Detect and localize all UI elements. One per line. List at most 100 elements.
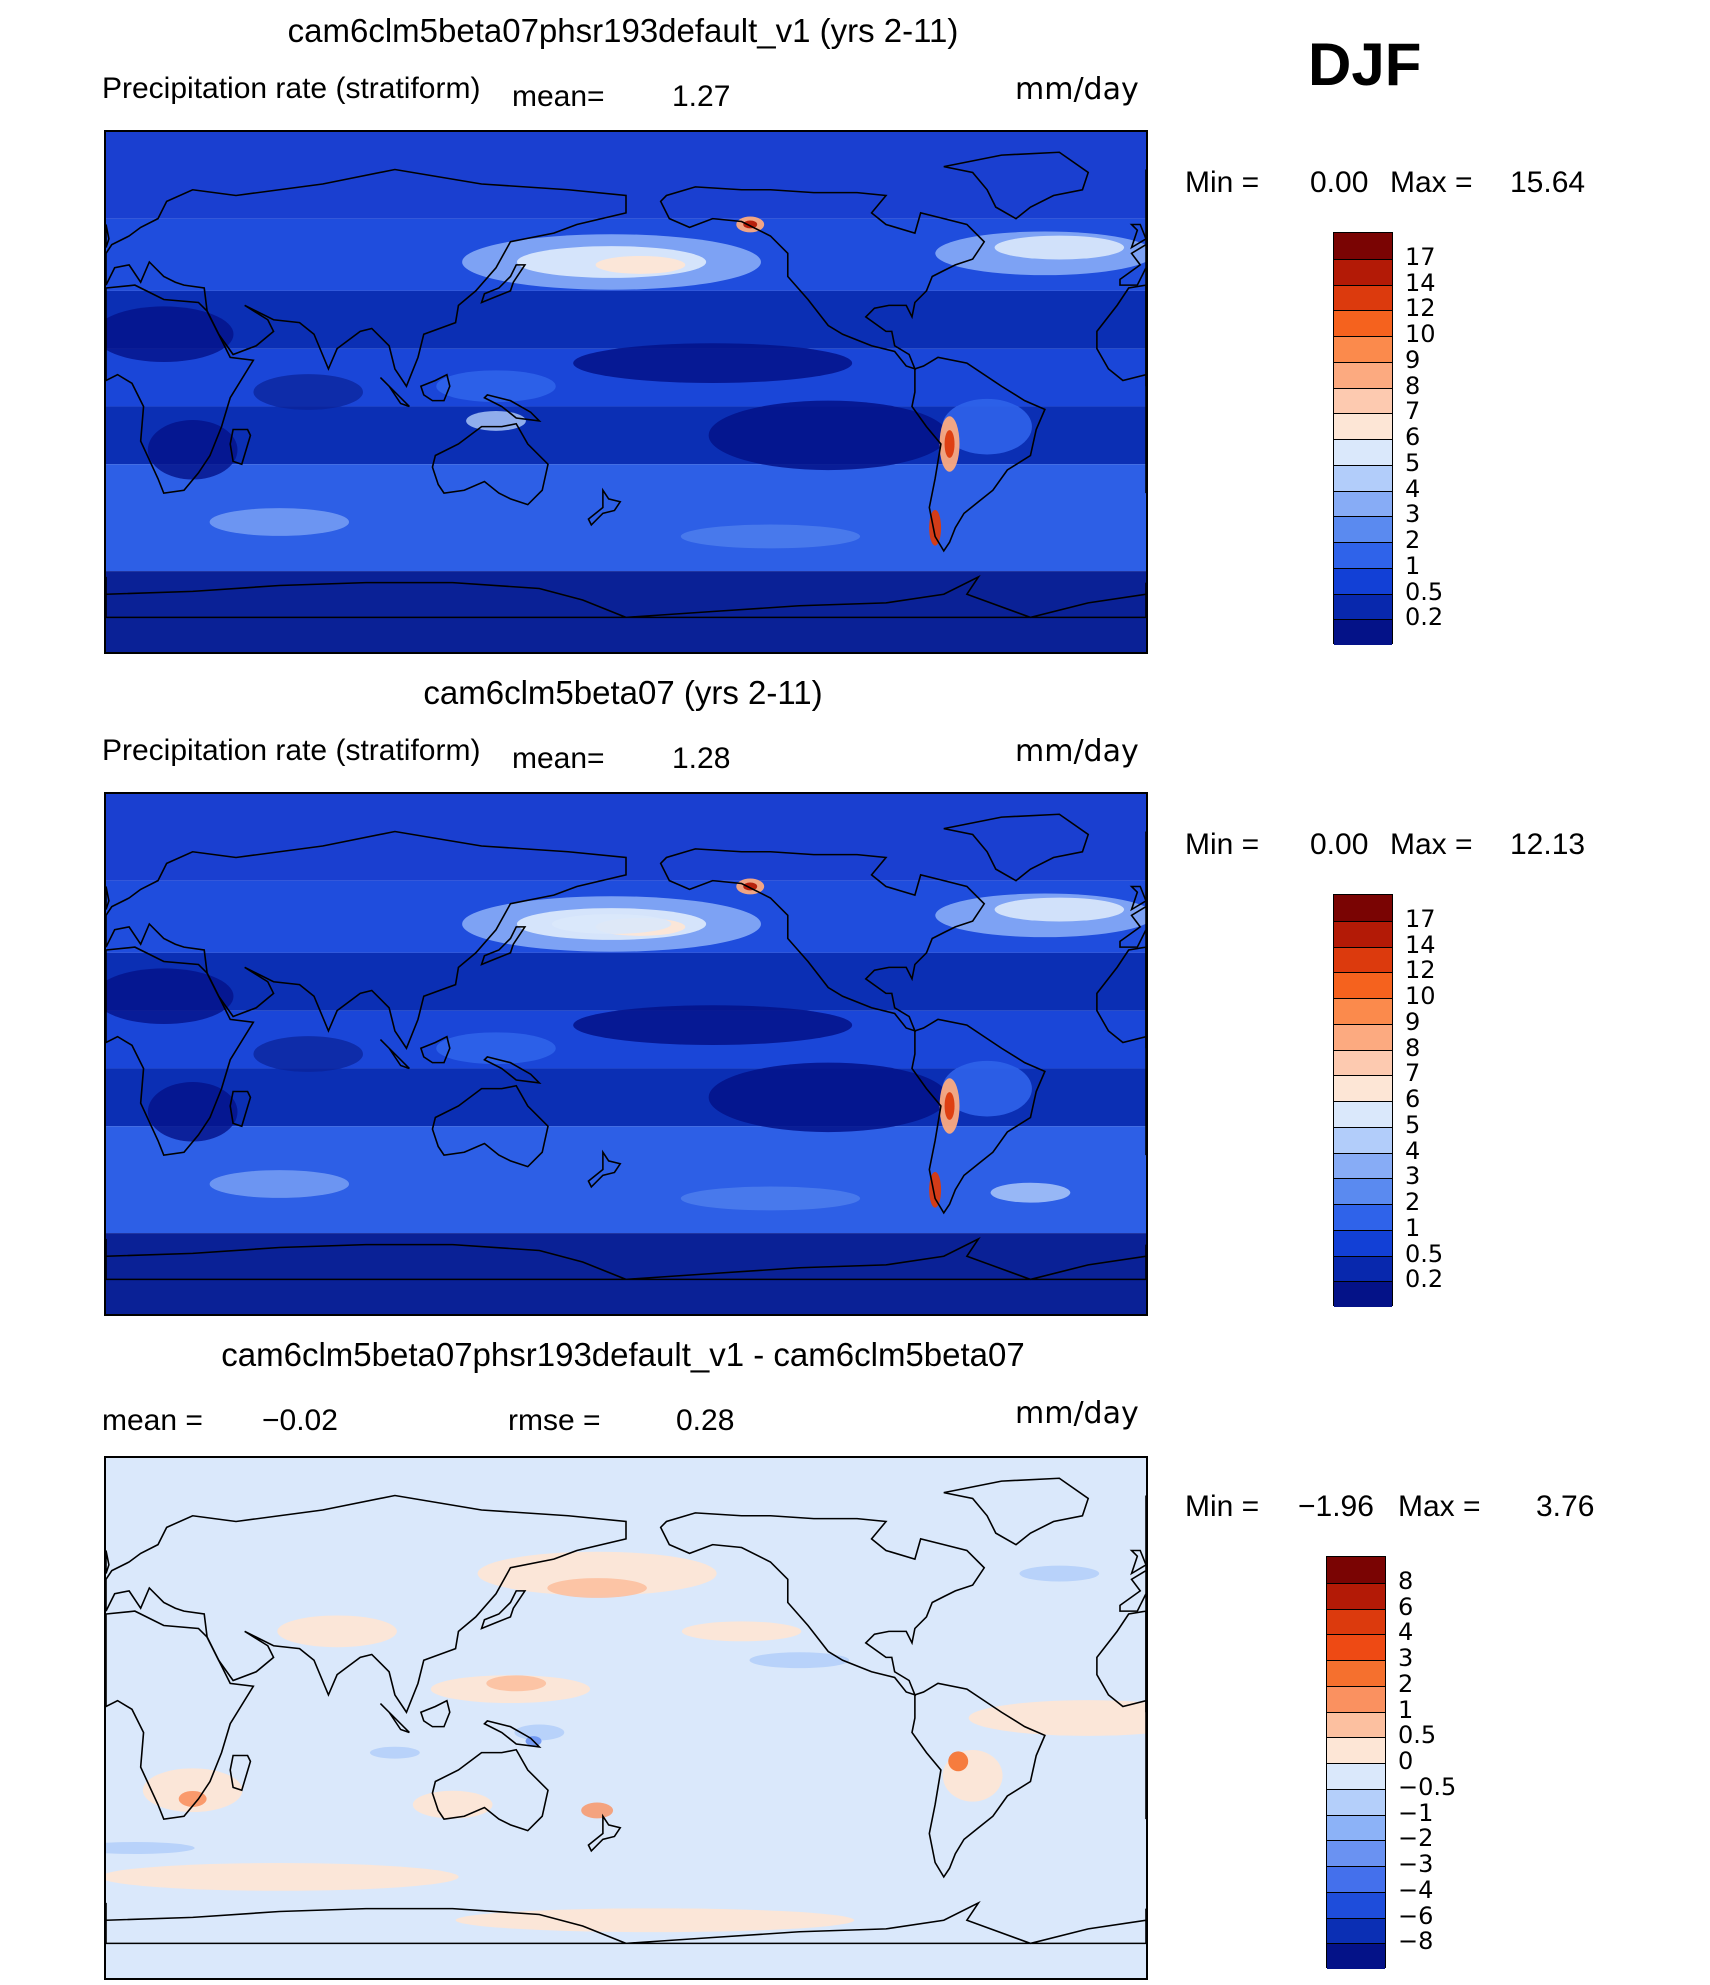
colorbar-tick-label: 0.5: [1398, 1721, 1437, 1750]
colorbar-tick-label: 2: [1398, 1669, 1414, 1698]
colorbar-swatch: [1334, 233, 1392, 259]
panel2-mean-value: 1.28: [672, 742, 731, 775]
colorbar-swatch: [1334, 1204, 1392, 1230]
colorbar-tick-label: −2: [1398, 1824, 1434, 1853]
colorbar-swatch: [1334, 1101, 1392, 1127]
colorbar-swatch: [1334, 946, 1392, 973]
colorbar-swatch: [1334, 920, 1392, 947]
colorbar-tick-label: 2: [1405, 1188, 1421, 1216]
panel1-colorbar: [1333, 232, 1393, 645]
colorbar-swatch: [1334, 1126, 1392, 1153]
panel2-title: cam6clm5beta07 (yrs 2-11): [423, 674, 823, 711]
colorbar-swatch: [1327, 1711, 1385, 1738]
colorbar-swatch: [1334, 542, 1392, 568]
panel3-rmse-label: rmse =: [508, 1404, 601, 1437]
colorbar-swatch: [1334, 413, 1392, 439]
panel1-map: [104, 130, 1148, 654]
colorbar-tick-label: −3: [1398, 1850, 1434, 1878]
colorbar-swatch: [1327, 1943, 1385, 1969]
colorbar-tick-label: 4: [1398, 1618, 1414, 1647]
colorbar-tick-label: 5: [1405, 448, 1421, 477]
panel3-map-svg: [106, 1458, 1146, 1978]
colorbar-swatch: [1334, 1152, 1392, 1179]
colorbar-tick-label: 4: [1405, 474, 1421, 503]
colorbar-tick-label: 0.2: [1405, 603, 1444, 632]
colorbar-tick-label: 14: [1405, 930, 1436, 959]
colorbar-tick-label: 10: [1405, 982, 1436, 1010]
panel2-map: [104, 792, 1148, 1316]
colorbar-tick-label: 12: [1405, 956, 1436, 985]
panel3-rmse-value: 0.28: [676, 1404, 735, 1437]
colorbar-tick-label: 17: [1405, 904, 1436, 933]
colorbar-swatch: [1334, 998, 1392, 1024]
colorbar-swatch: [1334, 895, 1392, 921]
colorbar-swatch: [1327, 1634, 1385, 1660]
panel2-mean-label: mean=: [512, 742, 605, 775]
colorbar-swatch: [1327, 1660, 1385, 1686]
colorbar-tick-label: −8: [1398, 1927, 1434, 1956]
panel3-max-label: Max =: [1398, 1490, 1481, 1523]
colorbar-swatch: [1334, 516, 1392, 542]
colorbar-tick-label: 2: [1405, 526, 1421, 554]
colorbar-tick-label: 3: [1405, 1162, 1421, 1191]
colorbar-tick-label: 7: [1405, 1059, 1421, 1088]
colorbar-swatch: [1327, 1608, 1385, 1635]
colorbar-swatch: [1334, 972, 1392, 998]
panel3-map: [104, 1456, 1148, 1980]
panel1-units: mm/day: [1015, 72, 1139, 107]
panel1-mean-value: 1.27: [672, 80, 731, 113]
colorbar-swatch: [1327, 1866, 1385, 1892]
colorbar-swatch: [1327, 1788, 1385, 1815]
panel3-units: mm/day: [1015, 1396, 1139, 1431]
colorbar-swatch: [1334, 361, 1392, 388]
panel1-mean-label: mean=: [512, 80, 605, 113]
colorbar-tick-label: 0: [1398, 1747, 1414, 1775]
panel1-variable: Precipitation rate (stratiform): [102, 72, 481, 105]
colorbar-swatch: [1334, 1049, 1392, 1076]
panel2-map-svg: [106, 794, 1146, 1314]
colorbar-swatch: [1334, 258, 1392, 285]
colorbar-swatch: [1327, 1685, 1385, 1712]
colorbar-tick-label: 9: [1405, 1007, 1421, 1036]
colorbar-swatch: [1334, 619, 1392, 645]
colorbar-tick-label: 8: [1405, 371, 1421, 400]
colorbar-swatch: [1327, 1891, 1385, 1918]
panel3-min-value: −1.96: [1298, 1490, 1374, 1523]
colorbar-swatch: [1334, 1229, 1392, 1256]
colorbar-tick-label: 0.2: [1405, 1265, 1444, 1294]
colorbar-tick-label: 4: [1405, 1136, 1421, 1165]
panel3-min-label: Min =: [1185, 1490, 1260, 1523]
panel2-variable: Precipitation rate (stratiform): [102, 734, 481, 767]
colorbar-tick-label: 3: [1405, 500, 1421, 529]
colorbar-swatch: [1327, 1814, 1385, 1841]
colorbar-swatch: [1327, 1840, 1385, 1866]
colorbar-swatch: [1334, 464, 1392, 491]
colorbar-tick-label: 0.5: [1405, 1239, 1444, 1268]
colorbar-swatch: [1334, 1075, 1392, 1101]
colorbar-swatch: [1327, 1737, 1385, 1763]
colorbar-tick-label: 6: [1405, 1085, 1421, 1113]
colorbar-tick-label: 6: [1398, 1592, 1414, 1621]
colorbar-tick-label: 14: [1405, 268, 1436, 297]
panel1-min-value: 0.00: [1310, 166, 1369, 199]
colorbar-tick-label: 1: [1405, 1213, 1421, 1242]
colorbar-tick-label: 3: [1398, 1644, 1414, 1672]
colorbar-tick-label: −6: [1398, 1901, 1434, 1930]
panel2-min-value: 0.00: [1310, 828, 1369, 861]
colorbar-tick-label: 0.5: [1405, 577, 1444, 606]
colorbar-tick-label: 10: [1405, 320, 1436, 348]
panel1-min-label: Min =: [1185, 166, 1260, 199]
colorbar-tick-label: 17: [1405, 242, 1436, 271]
colorbar-tick-label: −0.5: [1398, 1772, 1457, 1801]
season-label: DJF: [1308, 31, 1422, 98]
panel3-title: cam6clm5beta07phsr193default_v1 - cam6cl…: [221, 1336, 1025, 1373]
panel3-colorbar: [1326, 1556, 1386, 1969]
colorbar-tick-label: 12: [1405, 294, 1436, 323]
colorbar-tick-label: 9: [1405, 345, 1421, 374]
colorbar-swatch: [1327, 1582, 1385, 1609]
colorbar-swatch: [1327, 1763, 1385, 1789]
panel2-max-label: Max =: [1390, 828, 1473, 861]
panel2-max-value: 12.13: [1510, 828, 1586, 861]
colorbar-tick-label: 8: [1398, 1566, 1414, 1595]
panel2-min-label: Min =: [1185, 828, 1260, 861]
